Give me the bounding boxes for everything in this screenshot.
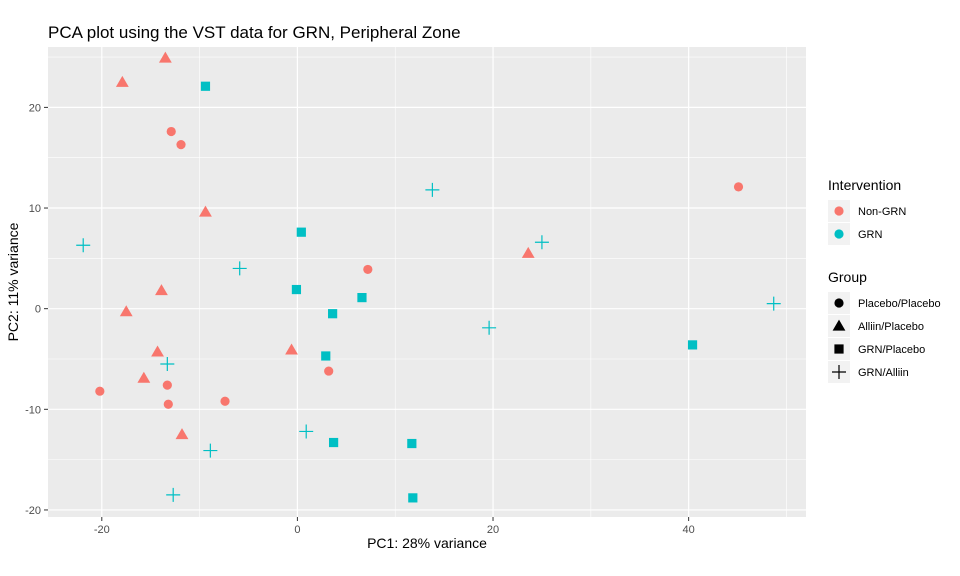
legend-label: Placebo/Placebo (858, 298, 941, 310)
data-point-square (408, 493, 418, 503)
plot-panel (48, 47, 806, 517)
data-point-triangle (137, 371, 151, 383)
data-point-square (328, 437, 339, 448)
data-point-square (407, 438, 417, 449)
x-axis-ticks: -20 0 20 40 (94, 517, 695, 536)
y-axis-ticks: -20 -10 0 10 20 (25, 102, 48, 517)
legend-title: Intervention (828, 177, 901, 193)
legend-title: Group (828, 269, 867, 285)
data-point-square (291, 284, 302, 295)
legend-key-circle (834, 206, 844, 216)
data-point-triangle (175, 428, 189, 440)
data-point-triangle (285, 343, 298, 355)
data-point-square (357, 292, 367, 303)
data-point-plus (766, 296, 781, 311)
chart-title: PCA plot using the VST data for GRN, Per… (48, 23, 461, 42)
x-tick-label: -20 (94, 524, 110, 536)
data-point-plus (482, 320, 497, 335)
x-tick-label: 0 (294, 524, 300, 536)
data-points (76, 51, 781, 503)
data-point-square (321, 351, 331, 361)
legend-key-triangle (832, 319, 846, 331)
legend-label: GRN/Placebo (858, 344, 925, 356)
legend-label: Alliin/Placebo (858, 321, 924, 333)
y-tick-label: 10 (29, 203, 41, 215)
data-point-plus (299, 424, 314, 439)
data-point-triangle (151, 345, 164, 357)
data-point-square (296, 227, 306, 237)
data-point-triangle (199, 205, 212, 217)
data-point-square (687, 340, 698, 350)
data-point-circle (166, 126, 176, 137)
data-point-triangle (158, 51, 172, 63)
data-point-plus (425, 182, 440, 197)
major-gridlines (48, 47, 806, 517)
data-point-circle (363, 264, 373, 275)
x-axis-title: PC1: 28% variance (367, 535, 487, 551)
data-point-triangle (521, 246, 535, 258)
y-tick-label: 20 (29, 102, 41, 114)
data-point-triangle (119, 305, 133, 317)
x-tick-label: 40 (683, 524, 695, 536)
data-point-square (328, 309, 338, 319)
y-tick-label: -20 (25, 505, 41, 517)
legend-label: GRN (858, 229, 883, 241)
legend-key-plus (832, 365, 846, 379)
legend-key-square (834, 344, 844, 354)
y-tick-label: 0 (35, 304, 41, 316)
legend-key-circle (834, 298, 844, 308)
data-point-circle (162, 380, 172, 390)
data-point-triangle (115, 75, 129, 87)
data-point-triangle (155, 284, 168, 296)
y-tick-label: -10 (25, 404, 41, 416)
x-tick-label: 20 (487, 524, 499, 536)
data-point-square (200, 81, 211, 91)
y-axis-title: PC2: 11% variance (5, 222, 21, 341)
data-point-circle (95, 386, 105, 396)
legend: Intervention Non-GRN GRN Group Placebo/Place… (828, 177, 941, 383)
legend-label: GRN/Alliin (858, 367, 909, 379)
data-point-circle (220, 396, 230, 406)
data-point-plus (76, 238, 91, 253)
data-point-plus (203, 443, 218, 458)
data-point-circle (176, 140, 186, 150)
data-point-circle (324, 366, 334, 376)
minor-gridlines (48, 47, 806, 517)
data-point-circle (163, 399, 173, 409)
data-point-plus (160, 357, 175, 372)
legend-key-circle (834, 229, 844, 239)
data-point-plus (534, 235, 549, 250)
data-point-plus (232, 261, 247, 276)
legend-label: Non-GRN (858, 206, 906, 218)
data-point-plus (166, 487, 181, 502)
data-point-circle (733, 182, 744, 192)
